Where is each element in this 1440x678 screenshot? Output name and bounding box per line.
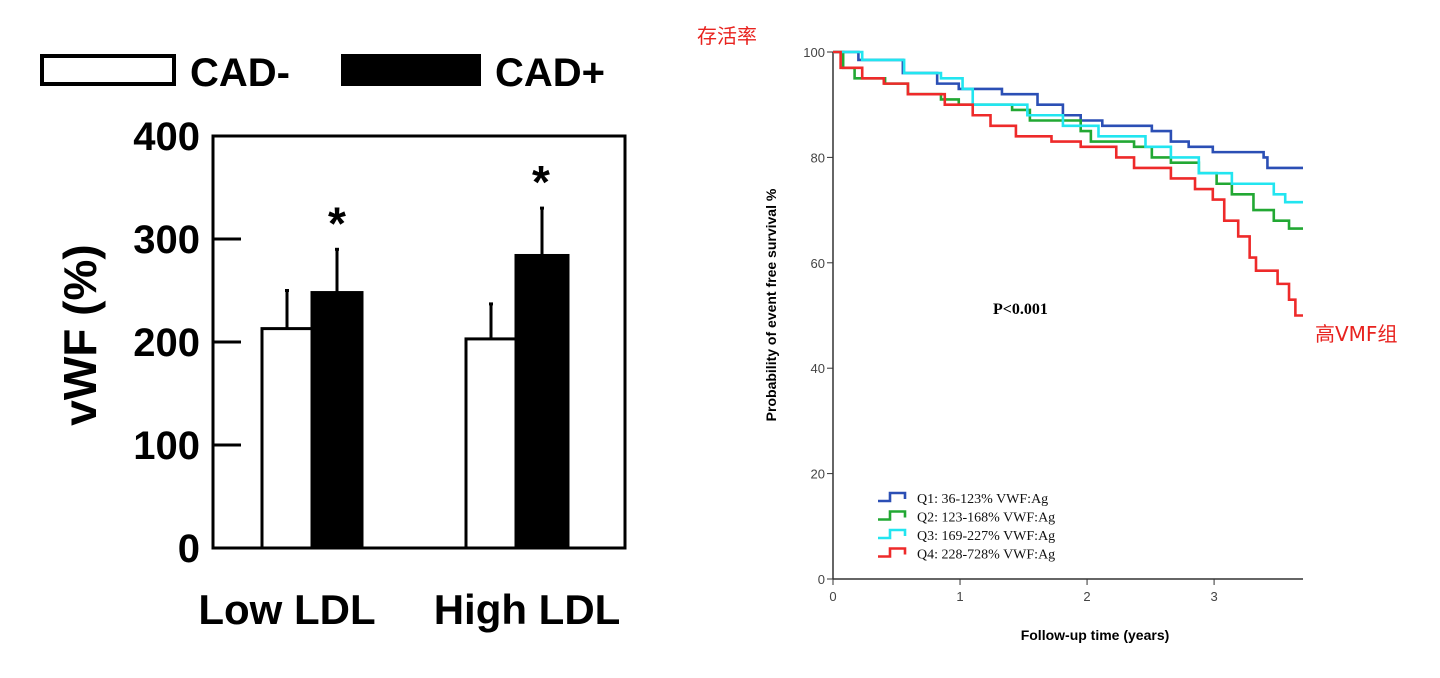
x-tick-label: 2 — [1083, 589, 1090, 604]
y-axis-label: Probability of event free survival % — [763, 188, 779, 421]
legend-swatch-q1 — [878, 491, 907, 503]
y-tick-label: 100 — [133, 424, 200, 468]
legend-label-q3: Q3: 169-227% VWF:Ag — [917, 529, 1055, 544]
survival-rate-annotation: 存活率 — [697, 24, 757, 48]
survival-curve-q3 — [833, 50, 1303, 204]
legend-label-q1: Q1: 36-123% VWF:Ag — [917, 492, 1048, 507]
legend-label-q2: Q2: 123-168% VWF:Ag — [917, 511, 1055, 526]
legend-label-cad-minus: CAD- — [190, 51, 290, 95]
x-tick-label: 1 — [956, 589, 963, 604]
significance-asterisk: * — [328, 197, 346, 249]
legend-swatch-cad-minus — [40, 54, 176, 86]
y-tick-label: 300 — [133, 218, 200, 262]
legend-swatch-q2 — [878, 510, 907, 521]
y-tick-label: 60 — [811, 256, 825, 271]
y-tick-label: 100 — [803, 45, 825, 60]
significance-asterisk: * — [532, 156, 550, 208]
high-vwf-group-annotation: 高VMF组 — [1315, 322, 1398, 346]
bar-cad-1 — [514, 253, 570, 550]
x-category-label: Low LDL — [198, 586, 375, 633]
y-tick-label: 0 — [818, 572, 825, 587]
y-tick-label: 80 — [811, 150, 825, 165]
y-tick-label: 40 — [811, 361, 825, 376]
survival-curve-q2 — [833, 50, 1303, 230]
bar-cad-1 — [464, 337, 518, 550]
x-tick-label: 0 — [829, 589, 836, 604]
y-tick-label: 200 — [133, 321, 200, 365]
x-category-label: High LDL — [434, 586, 621, 633]
legend-swatch-cad-plus — [341, 54, 481, 86]
x-axis-label: Follow-up time (years) — [1021, 627, 1170, 643]
survival-curve-q4 — [833, 50, 1303, 317]
legend-label-cad-plus: CAD+ — [495, 51, 605, 95]
legend-swatch-q4 — [878, 547, 907, 558]
y-tick-label: 0 — [178, 527, 200, 571]
y-tick-label: 20 — [811, 467, 825, 482]
bar-cad-0 — [260, 327, 314, 550]
p-value-annotation: P<0.001 — [993, 301, 1048, 318]
legend-label-q4: Q4: 228-728% VWF:Ag — [917, 548, 1055, 563]
y-axis-label: vWF (%) — [54, 244, 106, 425]
y-tick-label: 400 — [133, 115, 200, 159]
x-tick-label: 3 — [1210, 589, 1217, 604]
bar-cad-0 — [310, 291, 364, 550]
survival-curve-q1 — [833, 50, 1303, 170]
legend-swatch-q3 — [878, 528, 907, 540]
